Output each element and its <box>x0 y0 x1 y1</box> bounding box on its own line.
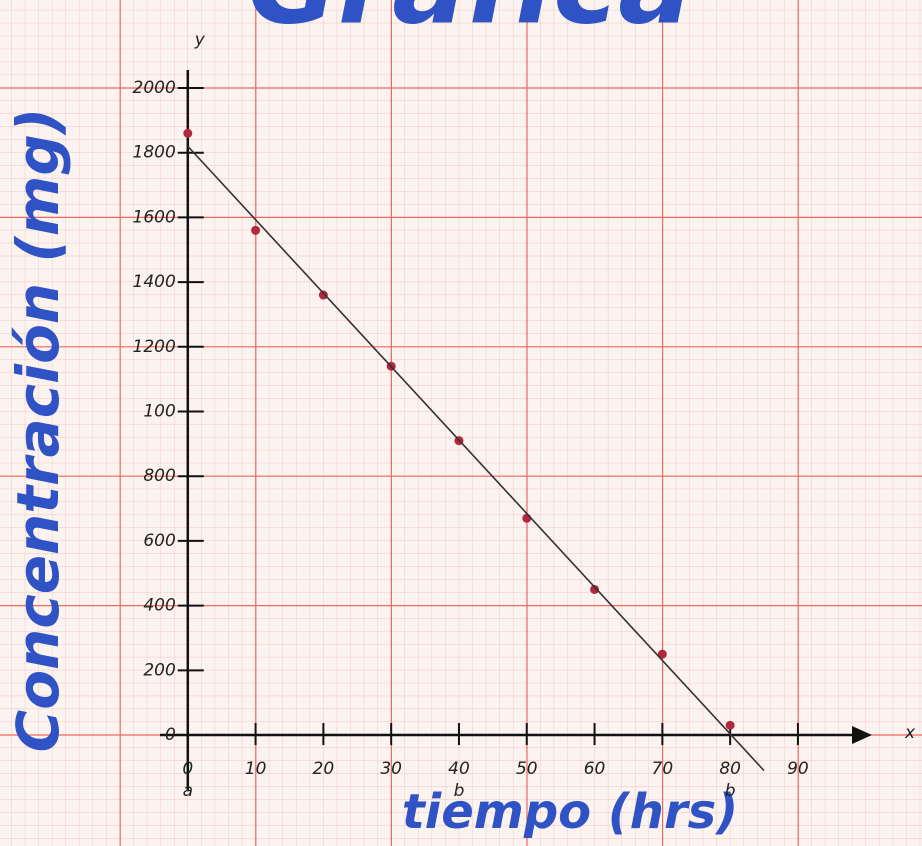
data-point <box>522 514 531 523</box>
y-tick-label: 1200 <box>133 337 176 357</box>
chart-title: Gráfica <box>248 0 693 48</box>
data-point <box>183 129 192 138</box>
page: {"chart_data": {"type": "scatter", "titl… <box>0 0 922 846</box>
y-tick-label: 1600 <box>133 207 176 227</box>
y-tick-label: 2000 <box>133 78 176 98</box>
x-tick-label: 80 <box>719 759 741 779</box>
x-tick-label: 90 <box>787 759 809 779</box>
x-axis-name: x <box>904 723 916 743</box>
y-axis-label: Concentración (mg) <box>4 108 72 753</box>
x-tick-label: 50 <box>516 759 538 779</box>
x-axis-label: tiempo (hrs) <box>402 784 738 840</box>
annotation: b <box>454 781 465 801</box>
x-tick-label: 40 <box>448 759 470 779</box>
y-tick-label: 200 <box>143 660 175 680</box>
y-tick-label: 800 <box>143 466 175 486</box>
y-axis-name: y <box>194 30 206 50</box>
y-tick-label: 1800 <box>133 143 176 163</box>
graph-paper <box>0 0 922 846</box>
annotation: a <box>183 781 193 801</box>
y-tick-label: 100 <box>143 402 175 422</box>
data-point <box>251 226 260 235</box>
data-point <box>319 291 328 300</box>
y-tick-label: 1400 <box>133 272 176 292</box>
y-tick-label: 0 <box>165 725 176 745</box>
x-tick-label: 20 <box>313 759 335 779</box>
x-tick-label: 60 <box>584 759 606 779</box>
y-tick-label: 600 <box>143 531 175 551</box>
x-tick-label: 0 <box>182 759 193 779</box>
x-tick-label: 70 <box>652 759 674 779</box>
data-point <box>726 721 735 730</box>
x-tick-label: 30 <box>380 759 402 779</box>
chart: Gráfica Concentración (mg) tiempo (hrs) … <box>0 0 922 846</box>
x-tick-label: 10 <box>245 759 267 779</box>
annotation: b <box>725 781 736 801</box>
y-tick-label: 400 <box>143 596 175 616</box>
